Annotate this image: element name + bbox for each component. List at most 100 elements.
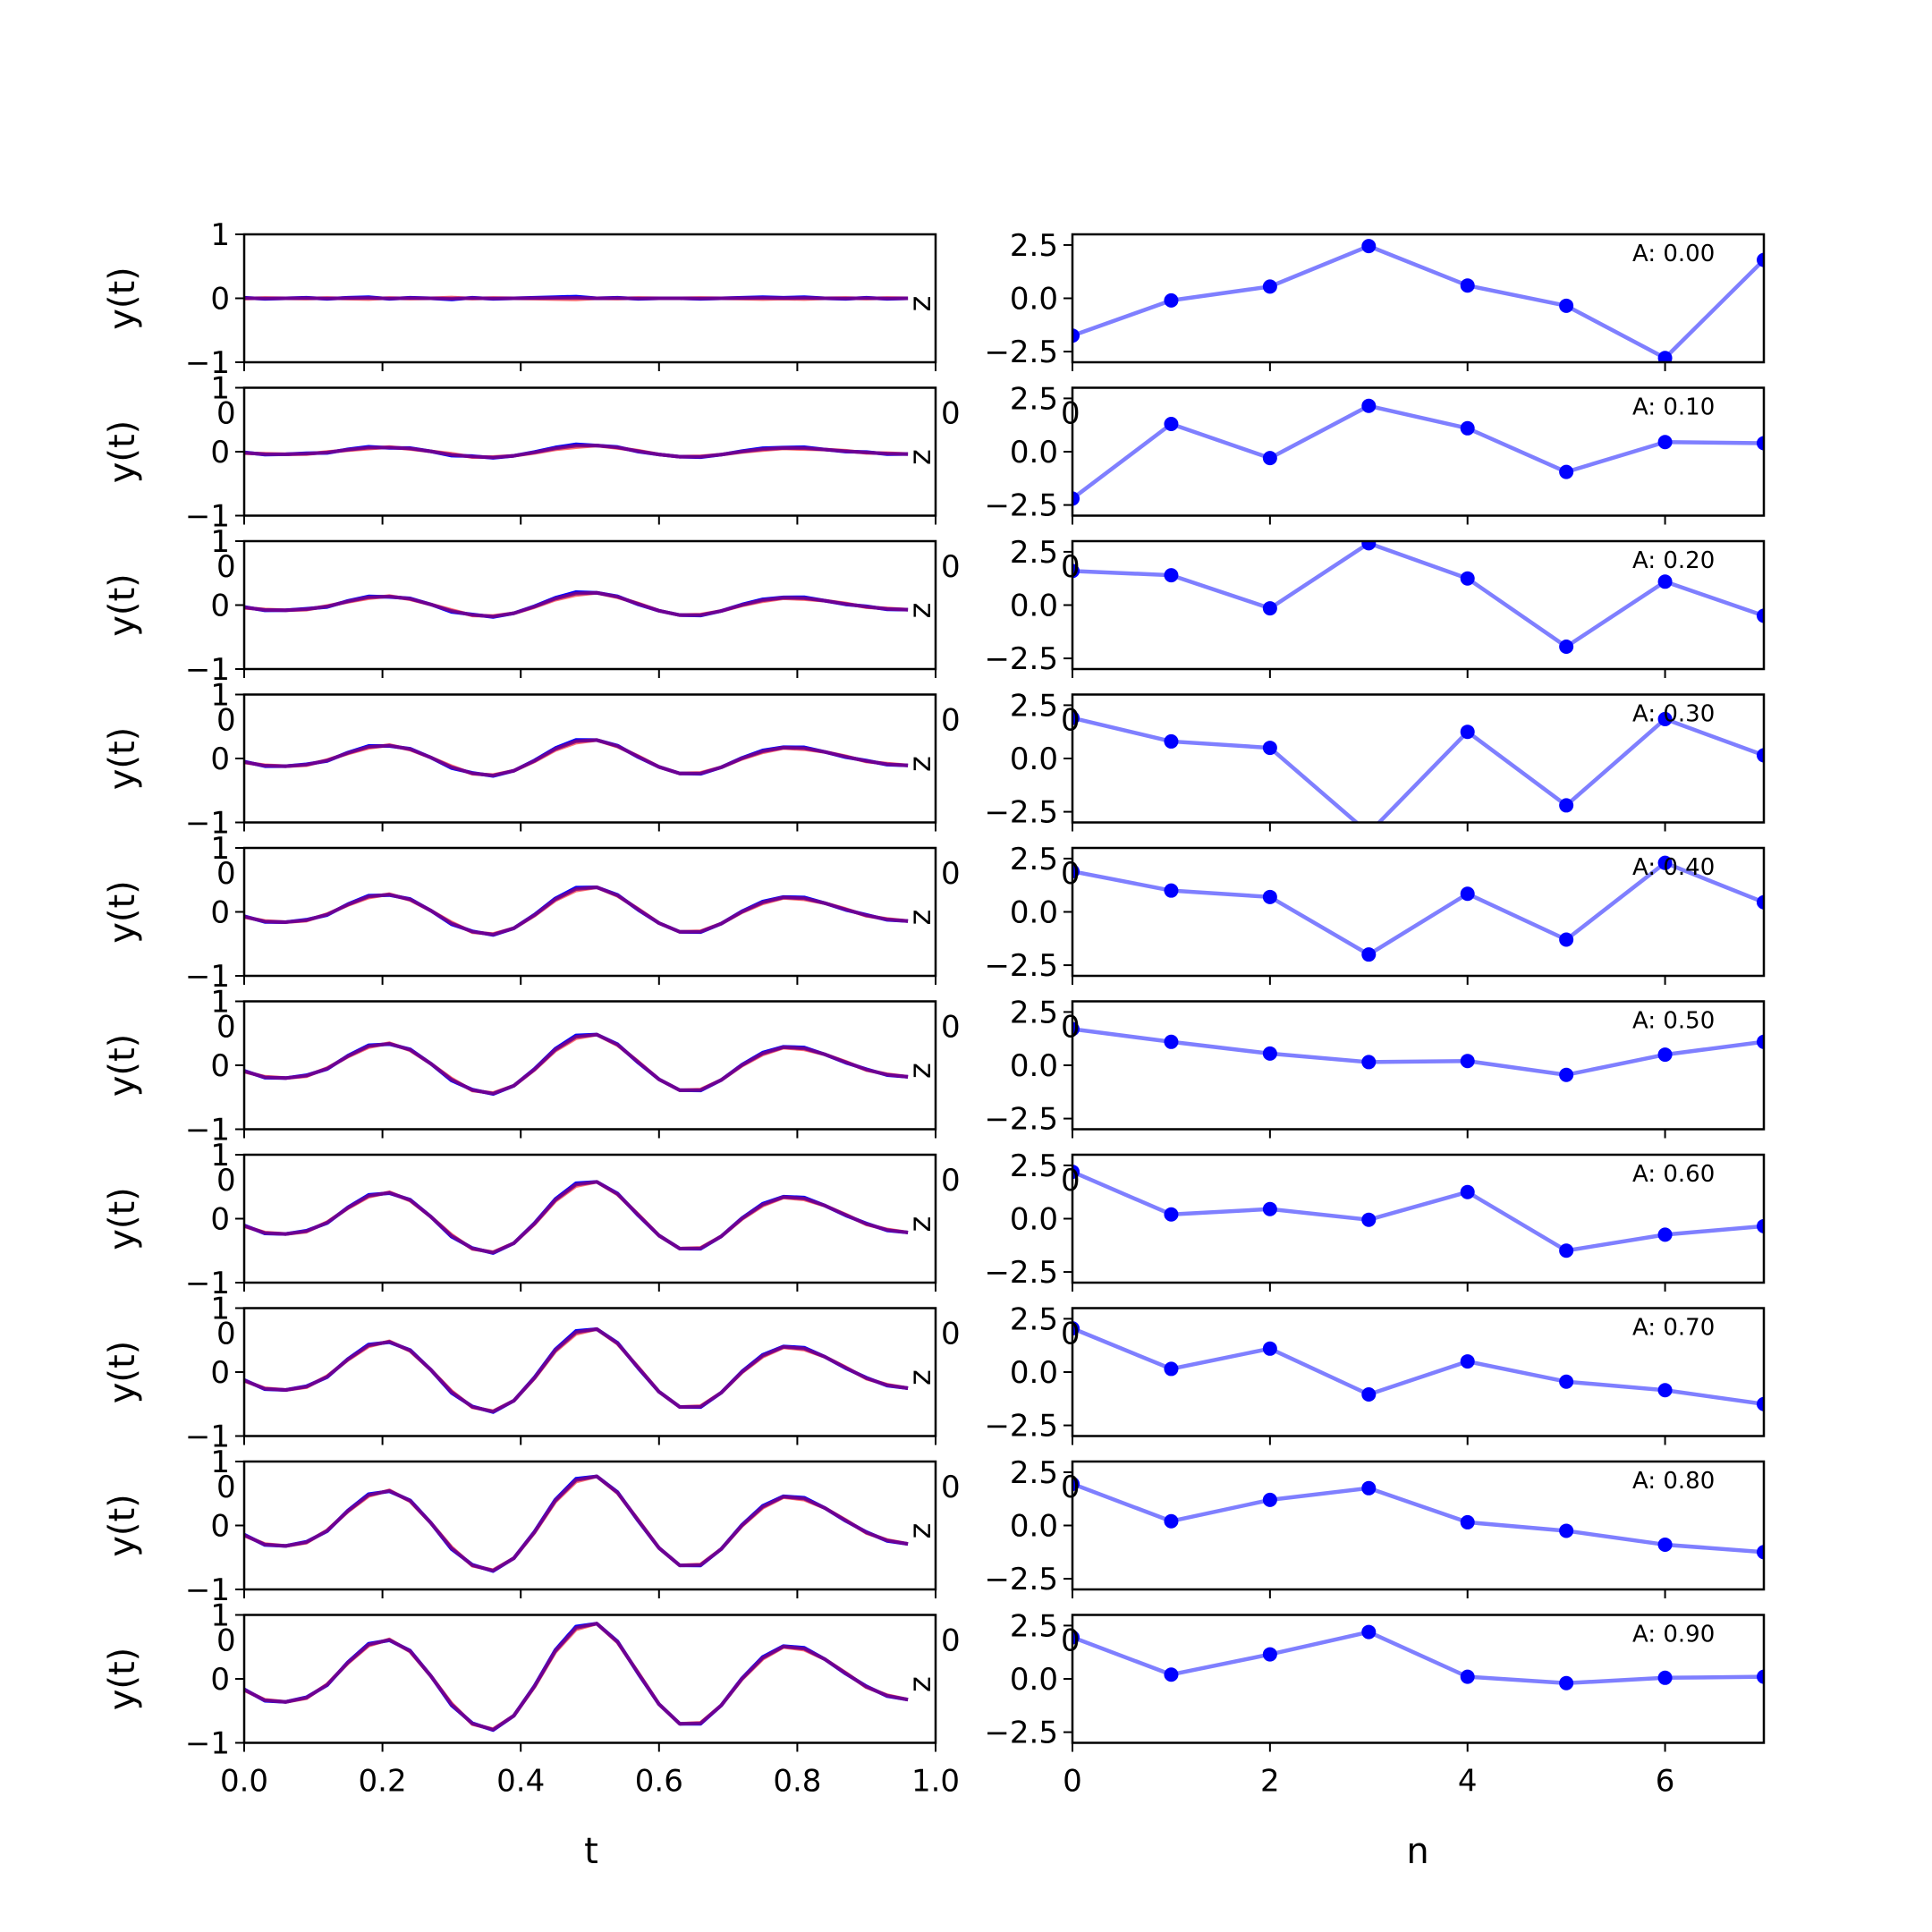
right-point-4-5 [1559, 932, 1574, 947]
right-point-3-4 [1460, 724, 1475, 740]
left-overlap-curve-8 [244, 1474, 909, 1572]
right-point-1-0 [1072, 491, 1080, 506]
right-point-6-2 [1262, 1201, 1277, 1216]
left-y-tick-label-7-0: −1 [185, 1419, 230, 1455]
left-blue-curve-6 [244, 1180, 909, 1255]
right-point-3-0 [1072, 710, 1080, 725]
right-point-1-6 [1657, 435, 1673, 450]
right-point-4-7 [1757, 894, 1764, 910]
right-point-5-7 [1757, 1034, 1764, 1049]
right-point-5-2 [1262, 1046, 1277, 1061]
right-x-tick-label-3: 6 [1656, 1764, 1675, 1800]
right-y-tick-label-9-2: 2.5 [1010, 1608, 1058, 1644]
left-frame-5 [242, 1000, 937, 1131]
left-z-label-5: z [902, 1063, 938, 1079]
right-point-7-1 [1164, 1361, 1179, 1377]
right-point-5-5 [1559, 1067, 1574, 1082]
middle-stray-zero-5: 0 [941, 1010, 961, 1046]
right-y-tick-label-0-0: −2.5 [984, 335, 1058, 370]
left-z-label-1: z [902, 449, 938, 465]
left-y-axis-label-0: y(t) [102, 267, 143, 330]
left-overlap-curve-4 [244, 886, 909, 936]
right-y-tick-label-9-1: 0.0 [1010, 1662, 1058, 1698]
left-curves-9 [244, 1622, 909, 1733]
right-point-1-2 [1262, 451, 1277, 466]
left-y-tick-label-1-1: 0 [210, 435, 230, 470]
left-curves-1 [244, 442, 909, 460]
left-y-tick-label-1-0: −1 [185, 499, 230, 535]
left-frame-4 [242, 846, 937, 978]
right-stray-zero-7: 0 [1061, 1317, 1080, 1352]
right-y-tick-label-8-2: 2.5 [1010, 1455, 1058, 1491]
left-x-tick-label-2: 0.4 [496, 1764, 545, 1800]
left-overlap-curve-0 [244, 296, 909, 301]
right-y-tick-label-4-0: −2.5 [984, 948, 1058, 984]
right-point-8-2 [1262, 1492, 1277, 1507]
right-point-4-4 [1460, 886, 1475, 902]
left-y-tick-label-2-2: 1 [210, 524, 230, 560]
left-y-tick-label-5-2: 1 [210, 985, 230, 1021]
right-panel-5: −2.5 0.0 2.5 A: 0.50 0 [984, 995, 1766, 1139]
left-z-label-4: z [902, 910, 938, 926]
right-point-4-2 [1262, 889, 1277, 904]
left-y-tick-label-6-0: −1 [185, 1266, 230, 1301]
right-point-0-4 [1460, 278, 1475, 293]
right-point-2-4 [1460, 571, 1475, 586]
left-curves-0 [244, 294, 909, 301]
right-point-9-0 [1072, 1630, 1080, 1645]
left-stray-zero-3: 0 [216, 703, 236, 739]
right-y-tick-label-6-0: −2.5 [984, 1255, 1058, 1291]
left-overlap-curve-5 [244, 1032, 909, 1096]
right-point-2-5 [1559, 639, 1574, 654]
right-y-tick-label-6-1: 0.0 [1010, 1202, 1058, 1238]
right-point-6-0 [1072, 1165, 1080, 1180]
right-point-2-6 [1657, 574, 1673, 589]
right-point-0-1 [1164, 292, 1179, 308]
left-x-tick-label-3: 0.6 [635, 1764, 683, 1800]
left-z-label-0: z [902, 296, 938, 312]
right-point-5-3 [1361, 1055, 1377, 1070]
right-amplitude-label-0: A: 0.00 [1632, 241, 1715, 267]
left-red-curve-6 [244, 1180, 909, 1254]
right-point-7-3 [1361, 1387, 1377, 1402]
middle-stray-zero-6: 0 [941, 1163, 961, 1199]
right-amplitude-label-5: A: 0.50 [1632, 1008, 1715, 1035]
left-y-tick-label-9-1: 0 [210, 1662, 230, 1698]
right-point-4-0 [1072, 864, 1080, 879]
left-y-tick-label-6-1: 0 [210, 1202, 230, 1238]
right-point-3-3 [1361, 826, 1376, 840]
left-y-tick-label-5-0: −1 [185, 1113, 230, 1148]
left-z-label-9: z [902, 1676, 938, 1692]
right-stray-zero-4: 0 [1061, 856, 1080, 892]
right-y-tick-label-5-0: −2.5 [984, 1102, 1058, 1138]
left-overlap-curve-1 [244, 444, 909, 460]
right-point-2-7 [1757, 608, 1764, 623]
right-point-5-4 [1460, 1054, 1475, 1069]
left-stray-zero-4: 0 [216, 856, 236, 892]
right-panel-0: −2.5 0.0 2.5 A: 0.00 [984, 228, 1766, 371]
left-y-tick-label-8-2: 1 [210, 1445, 230, 1480]
right-y-tick-label-5-1: 0.0 [1010, 1048, 1058, 1084]
left-y-tick-label-0-0: −1 [185, 345, 230, 381]
right-point-0-0 [1072, 328, 1080, 343]
right-point-9-7 [1757, 1669, 1764, 1684]
right-plot-3 [1072, 710, 1764, 840]
right-y-tick-label-9-0: −2.5 [984, 1716, 1058, 1751]
middle-stray-zero-7: 0 [941, 1317, 961, 1352]
right-y-tick-label-1-1: 0.0 [1010, 435, 1058, 470]
left-curves-6 [244, 1180, 909, 1255]
left-blue-curve-4 [244, 886, 909, 937]
left-y-tick-label-2-0: −1 [185, 652, 230, 688]
right-point-7-7 [1757, 1396, 1764, 1411]
left-y-axis-label-4: y(t) [102, 880, 143, 944]
right-stray-zero-9: 0 [1061, 1623, 1080, 1659]
right-series-line-4 [1072, 860, 1764, 957]
right-panel-1: −2.5 0.0 2.5 A: 0.10 0 [984, 381, 1766, 525]
left-y-tick-label-3-1: 0 [210, 741, 230, 777]
left-red-curve-3 [244, 738, 909, 777]
right-plot-2 [1072, 541, 1764, 654]
right-point-2-2 [1262, 601, 1277, 616]
